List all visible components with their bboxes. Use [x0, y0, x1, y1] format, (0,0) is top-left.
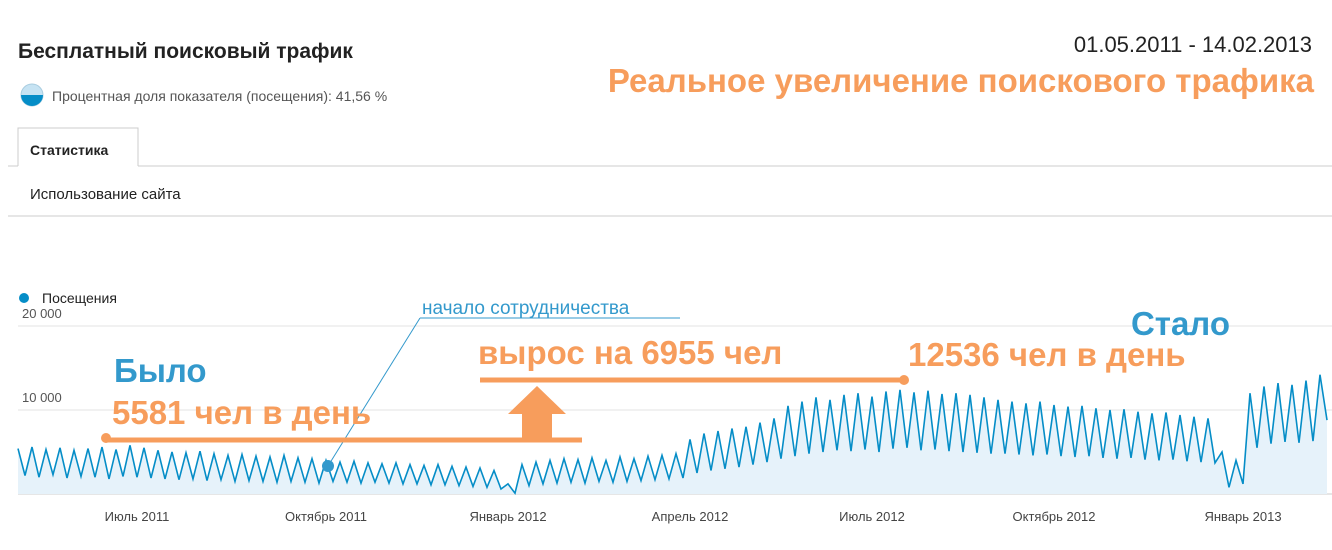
line — [17, 374, 1328, 496]
legend-marker — [19, 293, 29, 303]
y-tick-label: 20 000 — [22, 306, 62, 321]
annotation: Было — [114, 352, 207, 389]
section-label[interactable]: Использование сайта — [30, 186, 181, 203]
tab[interactable]: Статистика — [30, 142, 108, 158]
legend-label: Посещения — [42, 290, 117, 306]
x-tick-label: Апрель 2012 — [652, 509, 729, 524]
callout-line — [327, 317, 421, 467]
annotation: начало сотрудничества — [422, 298, 630, 319]
title: Бесплатный поисковый трафик — [18, 40, 353, 63]
annotation: вырос на 6955 чел — [478, 334, 782, 371]
annotation: 12536 чел в день — [908, 336, 1186, 373]
x-tick-label: Июль 2011 — [105, 509, 170, 524]
x-tick-label: Июль 2012 — [839, 509, 905, 524]
callout-dot — [322, 460, 334, 472]
pie-icon-slice — [21, 95, 43, 106]
x-tick-label: Январь 2012 — [469, 509, 546, 524]
x-tick-label: Январь 2013 — [1204, 509, 1281, 524]
y-tick-label: 10 000 — [22, 390, 62, 405]
annotation: 5581 чел в день — [112, 394, 371, 431]
x-tick-label: Октябрь 2011 — [285, 509, 367, 524]
subtitle: Процентная доля показателя (посещения): … — [52, 88, 387, 104]
annotations: начало сотрудничества Было 5581 чел в де… — [101, 298, 1230, 472]
x-tick-label: Октябрь 2012 — [1013, 509, 1096, 524]
area — [18, 374, 1327, 494]
tab-frame — [17, 127, 139, 166]
date-range[interactable]: 01.05.2011 - 14.02.2013 — [1074, 32, 1312, 57]
chart: Посещения 10 000 20 000 Июль 2011 Октябрь 20… — [17, 290, 1332, 524]
headline: Реальное увеличение поискового трафика — [608, 62, 1315, 99]
annotation: Стало — [1131, 305, 1230, 342]
growth-arrow — [508, 386, 566, 440]
